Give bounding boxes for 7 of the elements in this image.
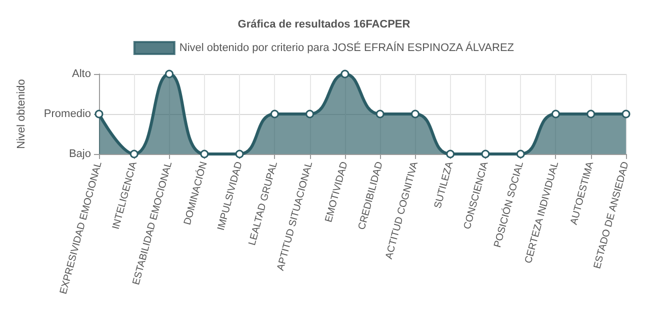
x-tick-label: LEALTAD GRUPAL — [247, 160, 280, 247]
text: Bajo — [68, 148, 91, 160]
legend-label: Nivel obtenido por criterio para JOSÉ EFRAÍN ESPINOZA ÁLVAREZ — [179, 41, 514, 54]
text: Alto — [72, 68, 91, 80]
text: Promedio — [44, 108, 91, 120]
chart-title: Gráfica de resultados 16FACPER — [238, 18, 410, 30]
y-axis-title: Nivel obtenido — [16, 79, 28, 149]
